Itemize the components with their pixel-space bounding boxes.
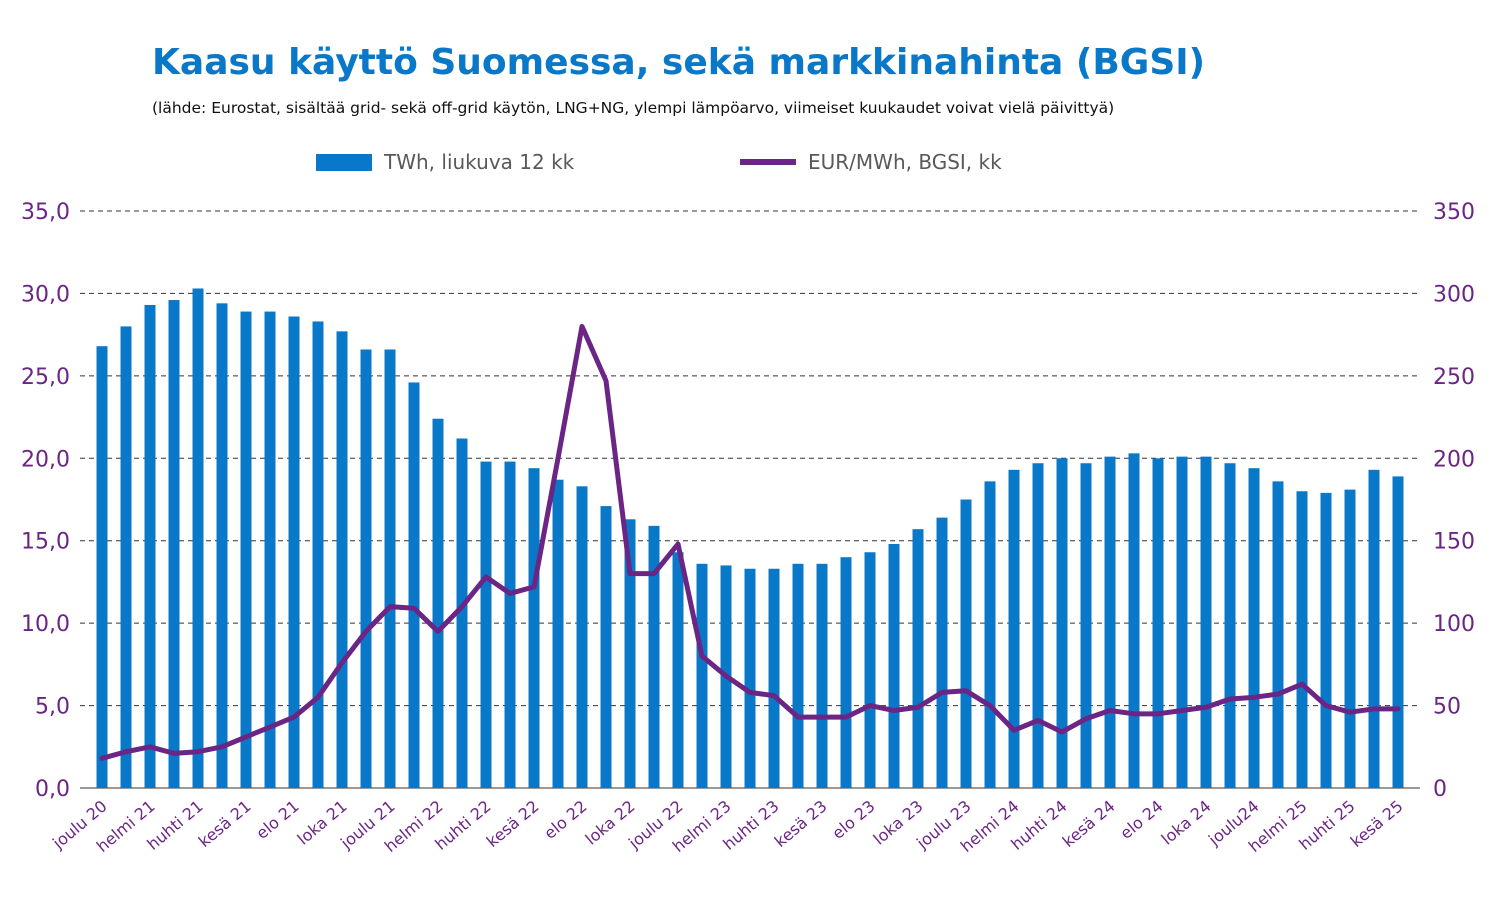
bar (456, 438, 468, 788)
x-tick-label: kesä 21 (195, 797, 255, 851)
bar (144, 304, 156, 788)
legend-swatch-line (740, 159, 796, 165)
bar (1248, 468, 1260, 788)
line-series (99, 323, 1401, 761)
bar (1176, 456, 1188, 788)
x-tick-label: kesä 22 (483, 797, 543, 851)
bar (696, 563, 708, 788)
bar (624, 519, 636, 788)
bar (936, 517, 948, 788)
bar (288, 316, 300, 788)
bar (816, 563, 828, 788)
y-right-tick-label: 300 (1433, 282, 1475, 307)
legend-label-line: EUR/MWh, BGSI, kk (808, 150, 1002, 174)
bar (576, 486, 588, 788)
bar (1296, 491, 1308, 788)
bar (1344, 489, 1356, 788)
y-left-tick-label: 10,0 (21, 612, 70, 637)
y-axis-left: 0,0 5,0 10,0 15,0 20,0 25,0 30,0 35,0 (21, 200, 70, 802)
bar (240, 311, 252, 788)
bar (504, 461, 516, 788)
bar (408, 382, 420, 788)
bar (216, 303, 228, 788)
legend-label-bars: TWh, liukuva 12 kk (384, 150, 575, 174)
y-left-tick-label: 30,0 (21, 282, 70, 307)
bar (1128, 453, 1140, 788)
bar (264, 311, 276, 788)
bar (960, 499, 972, 788)
bar (984, 481, 996, 788)
bar (1320, 492, 1332, 788)
bar (1008, 469, 1020, 788)
y-left-tick-label: 5,0 (35, 695, 70, 720)
bar (1152, 458, 1164, 788)
bar (120, 326, 132, 788)
bar (1104, 456, 1116, 788)
bar-layer (96, 288, 1404, 788)
bar (1368, 469, 1380, 788)
bar (672, 552, 684, 788)
y-left-tick-label: 15,0 (21, 530, 70, 555)
bar (528, 468, 540, 788)
bar (744, 568, 756, 788)
bar (1224, 463, 1236, 788)
bar (360, 349, 372, 788)
bar (1032, 463, 1044, 788)
bar (648, 525, 660, 788)
line-layer (99, 323, 1401, 761)
x-tick-label: kesä 23 (771, 797, 831, 851)
y-left-tick-label: 25,0 (21, 365, 70, 390)
bar (1056, 458, 1068, 788)
bar (336, 331, 348, 788)
bar (864, 552, 876, 788)
chart-title: Kaasu käyttö Suomessa, sekä markkinahint… (152, 42, 1206, 83)
bar (1200, 456, 1212, 788)
y-axis-right: 0 50 100 150 200 250 300 350 (1433, 200, 1475, 802)
legend-swatch-bars (316, 153, 372, 171)
y-right-tick-label: 350 (1433, 200, 1475, 225)
bar (168, 300, 180, 788)
bar (384, 349, 396, 788)
chart-subtitle: (lähde: Eurostat, sisältää grid- sekä of… (152, 99, 1115, 117)
bar (600, 506, 612, 788)
y-right-tick-label: 0 (1433, 777, 1447, 802)
legend: TWh, liukuva 12 kk EUR/MWh, BGSI, kk (0, 150, 1500, 180)
bar (768, 568, 780, 788)
bar (840, 557, 852, 788)
y-right-tick-label: 250 (1433, 365, 1475, 390)
bar (480, 461, 492, 788)
y-left-tick-label: 20,0 (21, 447, 70, 472)
bar (432, 418, 444, 788)
y-right-tick-label: 200 (1433, 447, 1475, 472)
x-tick-label: kesä 24 (1059, 797, 1119, 851)
legend-item-line: EUR/MWh, BGSI, kk (740, 150, 1002, 174)
bar (792, 563, 804, 788)
x-tick-label: loka 24 (1158, 797, 1215, 849)
bar (1272, 481, 1284, 788)
legend-item-bars: TWh, liukuva 12 kk (316, 150, 574, 174)
y-left-tick-label: 0,0 (35, 777, 70, 802)
bar (912, 529, 924, 788)
bar (552, 479, 564, 788)
y-right-tick-label: 50 (1433, 695, 1461, 720)
bar (96, 346, 108, 788)
x-tick-label: kesä 25 (1347, 797, 1407, 851)
y-right-tick-label: 150 (1433, 530, 1475, 555)
y-right-tick-label: 100 (1433, 612, 1475, 637)
bar (1080, 463, 1092, 788)
bar (312, 321, 324, 788)
bar (192, 288, 204, 788)
bar (1392, 476, 1404, 788)
y-left-tick-label: 35,0 (21, 200, 70, 225)
bar (888, 544, 900, 788)
